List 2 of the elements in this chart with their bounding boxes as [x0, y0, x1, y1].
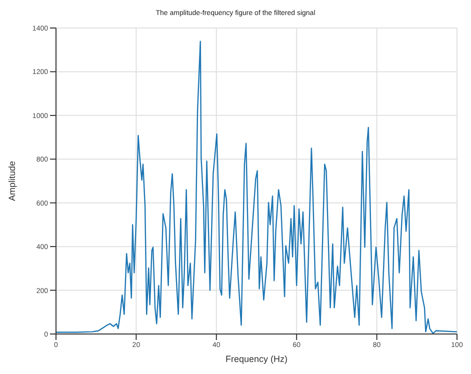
y-axis-title: Amplitude	[7, 160, 18, 202]
x-axis-title: Frequency (Hz)	[225, 354, 288, 364]
